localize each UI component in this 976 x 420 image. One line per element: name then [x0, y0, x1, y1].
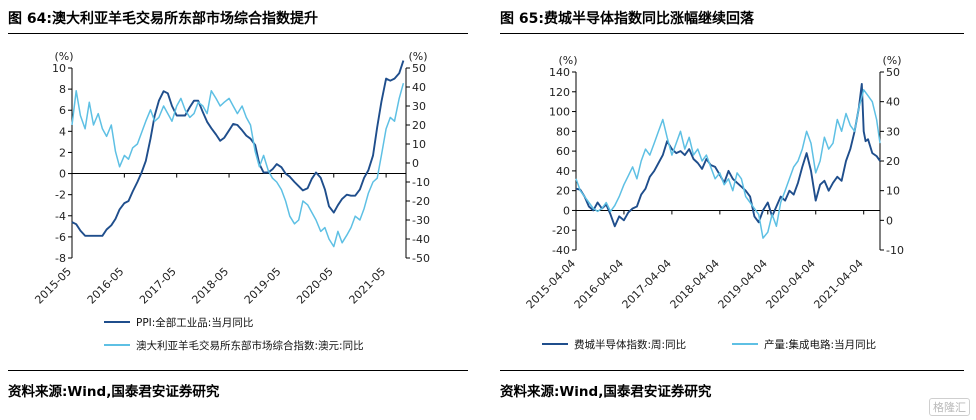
right-axis-tick-label-left: -20	[412, 195, 430, 208]
left-axis-tick-label-left: 8	[59, 83, 66, 96]
x-axis-tick-label-left: 2017-05	[137, 265, 179, 307]
left-axis-tick-label-right: -40	[552, 244, 570, 257]
source-rule-left	[8, 370, 468, 371]
left-axis-tick-label-left: 0	[59, 168, 66, 181]
left-axis-tick-label-left: -6	[55, 231, 66, 244]
source-rule-right	[500, 370, 964, 371]
left-axis-tick-label-left: 10	[52, 62, 66, 75]
right-axis-tick-label-right: 20	[886, 155, 900, 168]
legend-label-2-right: 产量:集成电路:当月同比	[764, 338, 876, 351]
left-axis-tick-label-right: 20	[556, 185, 570, 198]
x-axis-tick-label-left: 2020-05	[294, 265, 336, 307]
right-axis-tick-label-left: -40	[412, 233, 430, 246]
watermark-logo: 格隆汇	[929, 398, 970, 416]
x-axis-tick-label-left: 2016-05	[85, 265, 127, 307]
chart-left: (%) (%)-8-6-4-20246810-50-40-30-20-100102…	[32, 50, 430, 352]
x-axis-tick-label-right: 2017-04-04	[620, 257, 674, 311]
series-line-2-left	[71, 83, 405, 248]
right-axis-unit-right: (%)	[882, 54, 901, 67]
x-axis-tick-label-left: 2015-05	[32, 265, 74, 307]
x-axis-tick-label-right: 2018-04-04	[668, 257, 722, 311]
right-axis-tick-label-right: 0	[886, 214, 893, 227]
right-axis-tick-label-left: 40	[412, 81, 426, 94]
chart-source-left: 资料来源:Wind,国泰君安证券研究	[8, 384, 220, 400]
left-axis-unit-right: (%)	[558, 54, 577, 67]
left-axis-tick-label-right: 60	[556, 145, 570, 158]
left-axis-tick-label-left: -4	[55, 210, 66, 223]
left-axis-tick-label-left: -2	[55, 189, 66, 202]
left-axis-tick-label-left: 2	[59, 146, 66, 159]
series-line-1-left	[71, 60, 405, 237]
right-axis-unit-left: (%)	[408, 50, 427, 63]
right-axis-tick-label-right: 30	[886, 125, 900, 138]
right-axis-tick-label-right: 40	[886, 96, 900, 109]
left-axis-tick-label-right: 140	[549, 66, 570, 79]
title-rule-right	[500, 33, 964, 34]
x-axis-tick-label-right: 2015-04-04	[524, 257, 578, 311]
right-axis-tick-label-left: -10	[412, 176, 430, 189]
legend-label-2-left: 澳大利亚羊毛交易所东部市场综合指数:澳元:同比	[136, 339, 364, 352]
chart-right: (%) (%) -40 -20 0 20 40 60 80 100 120 140 -10 0 10 20 30…	[524, 54, 904, 351]
right-axis-tick-label-left: 10	[412, 138, 426, 151]
legend-label-1-left: PPI:全部工业品:当月同比	[136, 316, 253, 329]
right-axis-tick-label-left: -30	[412, 214, 430, 227]
left-axis-tick-label-left: -8	[55, 252, 66, 265]
series-line-2-right	[575, 89, 881, 239]
right-chart-panel: 图 65:费城半导体指数同比涨幅继续回落 (%) (%) -40 -20 0 20 40 60…	[492, 0, 976, 420]
chart-title-left: 图 64:澳大利亚羊毛交易所东部市场综合指数提升	[8, 11, 318, 27]
x-axis-tick-label-right: 2016-04-04	[572, 257, 626, 311]
chart-title-right: 图 65:费城半导体指数同比涨幅继续回落	[500, 11, 754, 27]
left-axis-tick-label-right: 40	[556, 165, 570, 178]
x-axis-tick-label-right: 2019-04-04	[716, 257, 770, 311]
x-axis-tick-label-left: 2018-05	[189, 265, 231, 307]
left-axis-tick-label-right: -20	[552, 224, 570, 237]
left-axis-tick-label-right: 120	[549, 86, 570, 99]
title-rule-left	[8, 33, 468, 34]
right-axis-tick-label-left: -50	[412, 252, 430, 265]
right-axis-tick-label-left: 20	[412, 119, 426, 132]
right-axis-tick-label-left: 0	[412, 157, 419, 170]
x-axis-tick-label-left: 2019-05	[242, 265, 284, 307]
chart-source-right: 资料来源:Wind,国泰君安证券研究	[500, 384, 712, 400]
left-axis-tick-label-left: 6	[59, 104, 66, 117]
left-axis-unit-left: (%)	[54, 50, 73, 63]
left-axis-tick-label-left: 4	[59, 125, 66, 138]
left-axis-tick-label-right: 0	[563, 204, 570, 217]
x-axis-tick-label-right: 2021-04-04	[811, 257, 865, 311]
right-axis-tick-label-left: 30	[412, 100, 426, 113]
legend-label-1-right: 费城半导体指数:周:同比	[574, 338, 686, 351]
series-line-1-right	[575, 82, 881, 228]
left-axis-tick-label-right: 80	[556, 125, 570, 138]
x-axis-tick-label-right: 2020-04-04	[763, 257, 817, 311]
right-axis-tick-label-right: 50	[886, 66, 900, 79]
left-axis-tick-label-right: 100	[549, 106, 570, 119]
right-axis-tick-label-right: 10	[886, 185, 900, 198]
right-axis-tick-label-left: 50	[412, 62, 426, 75]
left-chart-panel: 图 64:澳大利亚羊毛交易所东部市场综合指数提升 (%) (%) -8 -6 -4 -2 0…	[0, 0, 476, 420]
right-axis-tick-label-right: -10	[886, 244, 904, 257]
x-axis-tick-label-left: 2021-05	[347, 265, 389, 307]
